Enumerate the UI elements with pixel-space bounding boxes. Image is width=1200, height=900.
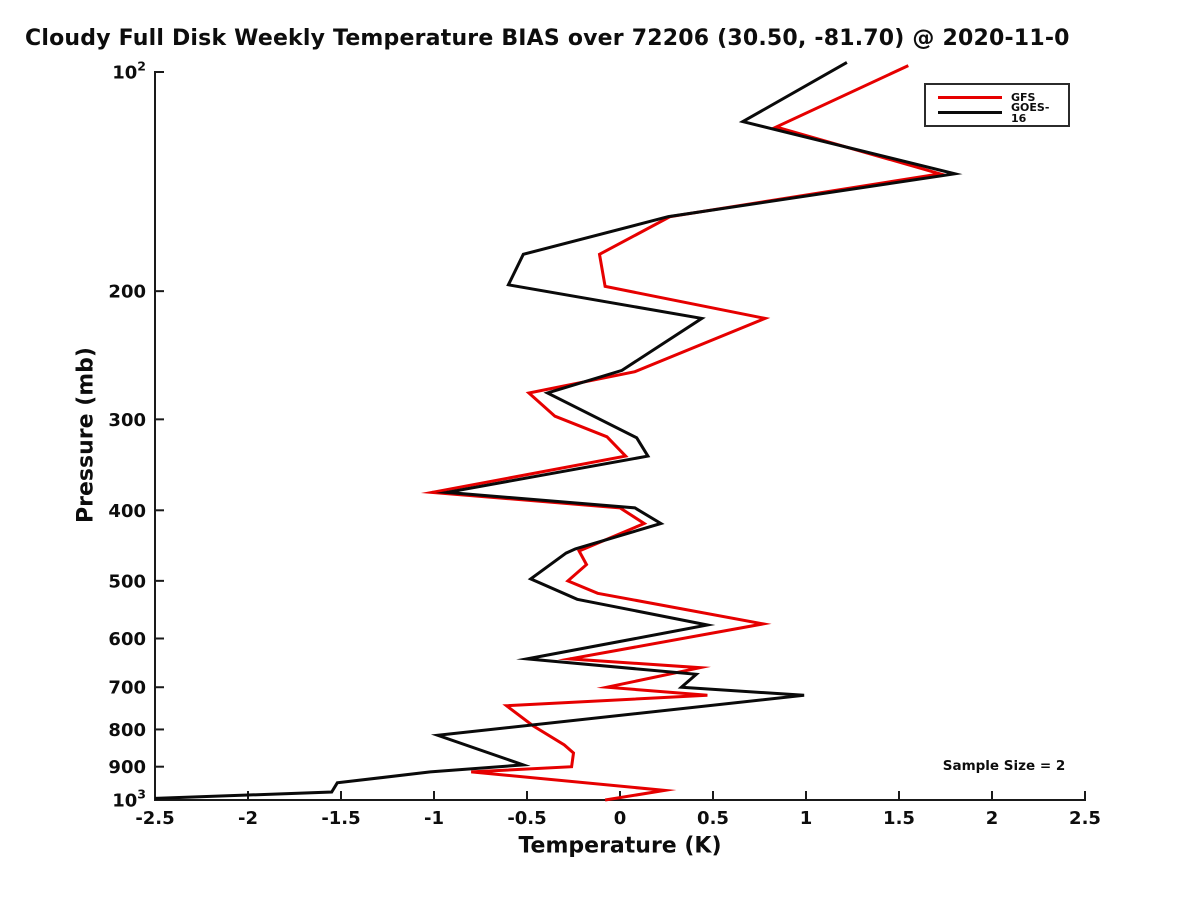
gfs-line-swatch	[938, 96, 1002, 99]
y-tick-label: 700	[108, 678, 146, 699]
y-tick-label: 900	[108, 757, 146, 778]
x-tick-label: 0.5	[697, 808, 729, 829]
y-axis-label: Pressure (mb)	[73, 347, 99, 523]
x-tick-label: 1.5	[883, 808, 915, 829]
legend: GFS GOES-16	[924, 83, 1070, 127]
y-tick-label: 102	[112, 59, 146, 84]
x-tick-label: -2.5	[135, 808, 174, 829]
sample-size-annotation: Sample Size = 2	[942, 758, 1066, 774]
legend-row-goes16: GOES-16	[938, 102, 1062, 124]
legend-label-goes16: GOES-16	[1011, 100, 1050, 125]
goes-16-line	[154, 61, 963, 800]
x-tick-label: 0	[614, 808, 627, 829]
y-tick-label: 600	[108, 629, 146, 650]
legend-row-gfs: GFS	[938, 90, 1062, 105]
legend-label-gfs: GFS	[1011, 91, 1036, 104]
goes-16-line-swatch	[938, 111, 1002, 114]
x-tick-label: 2.5	[1069, 808, 1101, 829]
y-tick-label: 500	[108, 571, 146, 592]
x-tick-label: -2	[238, 808, 258, 829]
x-tick-label: 2	[986, 808, 999, 829]
y-tick-label: 400	[108, 501, 146, 522]
y-tick-label: 200	[108, 282, 146, 303]
x-tick-label: -1	[424, 808, 444, 829]
y-tick-label: 300	[108, 410, 146, 431]
x-axis-label: Temperature (K)	[518, 833, 722, 859]
gfs-line	[420, 64, 947, 802]
x-tick-label: -0.5	[507, 808, 546, 829]
x-tick-label: 1	[800, 808, 813, 829]
y-tick-label: 800	[108, 720, 146, 741]
chart-title: Cloudy Full Disk Weekly Temperature BIAS…	[25, 26, 1070, 51]
x-tick-label: -1.5	[321, 808, 360, 829]
